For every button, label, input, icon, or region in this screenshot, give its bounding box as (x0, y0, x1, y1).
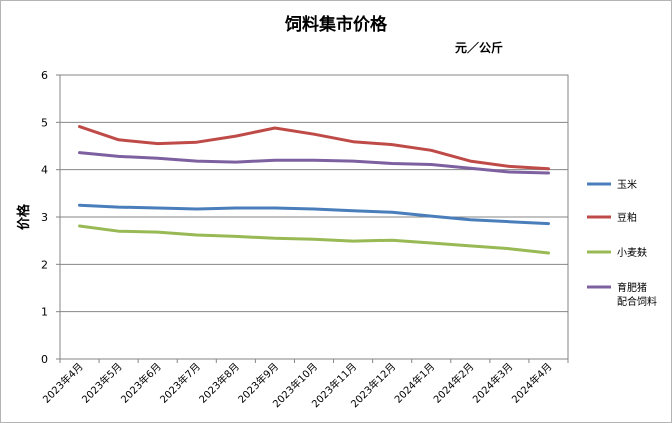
y-tick-label: 6 (41, 69, 48, 82)
series-line-1 (78, 203, 550, 226)
x-tick-label: 2024年4月 (509, 360, 555, 406)
series-line-3 (78, 224, 550, 255)
x-tick-label: 2024年1月 (392, 360, 438, 406)
y-tick-label: 3 (41, 211, 48, 224)
plot-area: 0 1 2 3 4 5 6 2023年4月2023年5月2023年6月2023年7月2023年… (40, 69, 569, 410)
legend-label-1: 玉米 (617, 178, 637, 191)
x-tick-label: 2023年5月 (79, 360, 125, 406)
legend-label-2: 豆粕 (617, 211, 637, 224)
y-tick-label: 2 (41, 258, 48, 271)
chart-title: 饲料集市价格 (284, 14, 388, 35)
x-tick-label: 2023年8月 (196, 360, 242, 406)
y-tick-label: 0 (41, 353, 48, 366)
x-tick-label: 2023年7月 (157, 360, 203, 406)
x-tick-label: 2023年6月 (118, 360, 164, 406)
x-tick-label: 2023年4月 (40, 360, 86, 406)
legend-label-4: 育肥猪配合饲料 (617, 281, 657, 308)
x-tick-label: 2024年3月 (470, 360, 516, 406)
x-tick-label: 2024年2月 (431, 360, 477, 406)
y-tick-label: 5 (41, 116, 48, 129)
y-tick-label: 1 (41, 306, 48, 319)
y-tick-label: 4 (41, 164, 48, 177)
legend-label-3: 小麦麸 (617, 246, 647, 259)
y-axis-label: 价格 (16, 203, 32, 230)
series-line-4 (78, 151, 550, 175)
unit-label: 元／公斤 (455, 40, 503, 55)
series-line-2 (78, 125, 550, 171)
